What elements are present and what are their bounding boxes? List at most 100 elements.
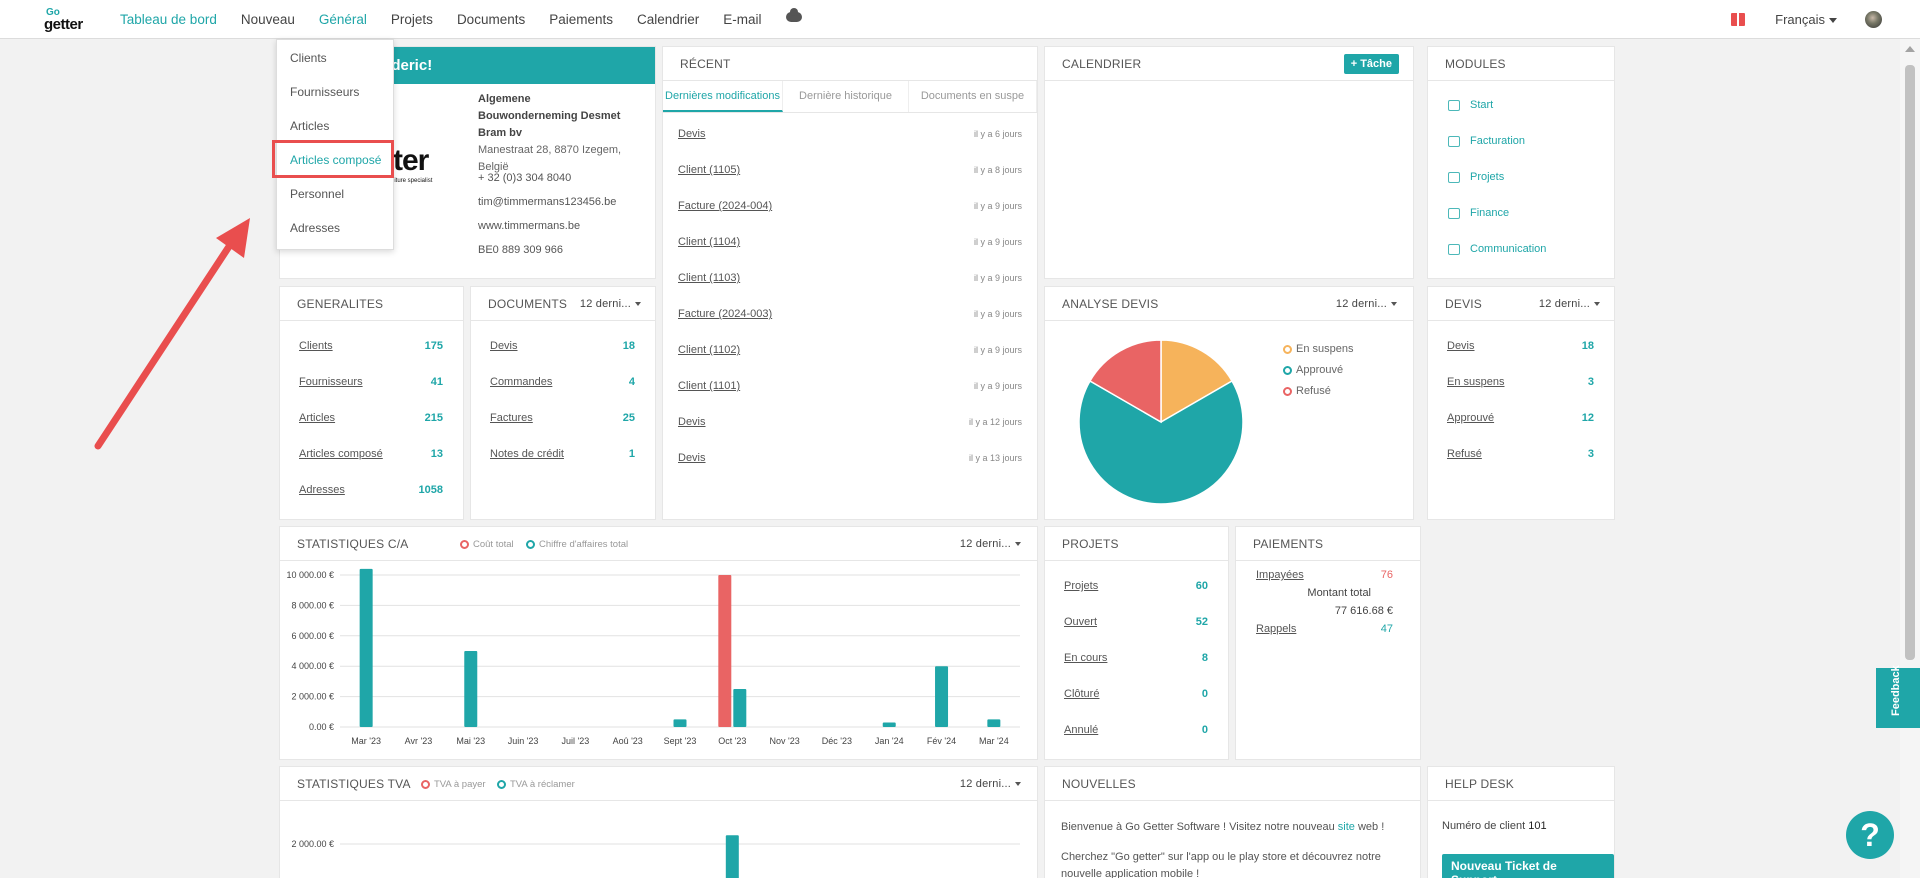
stat-label[interactable]: Annulé xyxy=(1064,724,1099,736)
stat-row[interactable]: Impayées 76 xyxy=(1256,569,1393,583)
stat-label[interactable]: Factures xyxy=(490,412,533,424)
stat-row[interactable]: Notes de crédit 1 xyxy=(490,448,635,462)
period-dropdown[interactable]: 12 derni... xyxy=(1336,298,1397,310)
site-link[interactable]: site xyxy=(1337,821,1355,833)
stat-row[interactable]: En cours 8 xyxy=(1064,652,1208,666)
stat-label[interactable]: Approuvé xyxy=(1447,412,1495,424)
recent-item[interactable]: Devis il y a 6 jours xyxy=(678,128,1022,142)
stat-label[interactable]: Ouvert xyxy=(1064,616,1098,628)
stat-row[interactable]: Fournisseurs 41 xyxy=(299,376,443,390)
language-selector[interactable]: Français xyxy=(1775,12,1837,27)
scrollbar-thumb[interactable] xyxy=(1905,65,1915,660)
period-dropdown[interactable]: 12 derni... xyxy=(960,538,1021,550)
dropdown-item-clients[interactable]: Clients xyxy=(290,51,327,65)
legend-item[interactable]: TVA à payer xyxy=(421,779,486,790)
stat-label[interactable]: Notes de crédit xyxy=(490,448,564,460)
dropdown-item-articles-compose[interactable]: Articles composé xyxy=(290,153,382,167)
recent-item-link[interactable]: Facture (2024-003) xyxy=(678,308,773,320)
recent-item-link[interactable]: Client (1102) xyxy=(678,344,741,356)
tab-derniere-historique[interactable]: Dernière historique xyxy=(783,81,909,112)
recent-item-link[interactable]: Facture (2024-004) xyxy=(678,200,773,212)
dropdown-item-fournisseurs[interactable]: Fournisseurs xyxy=(290,85,360,99)
stat-row[interactable]: Ouvert 52 xyxy=(1064,616,1208,630)
recent-item-link[interactable]: Devis xyxy=(678,416,706,428)
tab-documents-en-suspens[interactable]: Documents en suspe xyxy=(909,81,1037,112)
stat-label[interactable]: Adresses xyxy=(299,484,345,496)
module-start[interactable]: Start xyxy=(1448,97,1493,113)
stat-label[interactable]: Commandes xyxy=(490,376,553,388)
stat-row[interactable]: Commandes 4 xyxy=(490,376,635,390)
cloud-icon[interactable] xyxy=(785,8,802,22)
stat-row[interactable]: Clôturé 0 xyxy=(1064,688,1208,702)
page-scrollbar[interactable] xyxy=(1900,39,1920,878)
nav-general[interactable]: Général xyxy=(318,11,367,27)
recent-item[interactable]: Facture (2024-003) il y a 9 jours xyxy=(678,308,1022,322)
stat-row[interactable]: Devis 18 xyxy=(490,340,635,354)
feedback-tab[interactable]: Feedback xyxy=(1876,665,1920,728)
recent-item-link[interactable]: Client (1104) xyxy=(678,236,741,248)
new-support-ticket-button[interactable]: Nouveau Ticket de Support xyxy=(1442,854,1614,878)
dropdown-item-articles[interactable]: Articles xyxy=(290,119,330,133)
stat-label[interactable]: En suspens xyxy=(1447,376,1505,388)
dropdown-item-personnel[interactable]: Personnel xyxy=(290,187,345,201)
stat-label[interactable]: Fournisseurs xyxy=(299,376,363,388)
recent-item[interactable]: Client (1104) il y a 9 jours xyxy=(678,236,1022,250)
legend-item[interactable]: TVA à réclamer xyxy=(497,779,575,790)
nav-nouveau[interactable]: Nouveau xyxy=(240,11,295,27)
stat-row[interactable]: Annulé 0 xyxy=(1064,724,1208,738)
rappels-link[interactable]: Rappels xyxy=(1256,623,1297,635)
module-projets[interactable]: Projets xyxy=(1448,169,1504,185)
stat-label[interactable]: Refusé xyxy=(1447,448,1482,460)
stat-label[interactable]: Articles composé xyxy=(299,448,383,460)
gogetter-logo[interactable]: Go getter xyxy=(42,5,102,33)
stat-label[interactable]: Devis xyxy=(490,340,518,352)
stat-label[interactable]: Articles xyxy=(299,412,336,424)
recent-item[interactable]: Client (1102) il y a 9 jours xyxy=(678,344,1022,358)
nav-projets[interactable]: Projets xyxy=(390,11,433,27)
module-facturation[interactable]: Facturation xyxy=(1448,133,1525,149)
recent-item[interactable]: Client (1101) il y a 9 jours xyxy=(678,380,1022,394)
period-dropdown[interactable]: 12 derni... xyxy=(580,298,641,310)
stat-row[interactable]: Approuvé 12 xyxy=(1447,412,1594,426)
recent-item[interactable]: Client (1105) il y a 8 jours xyxy=(678,164,1022,178)
nav-calendrier[interactable]: Calendrier xyxy=(637,11,700,27)
recent-item-link[interactable]: Devis xyxy=(678,128,706,140)
stat-row[interactable]: Articles composé 13 xyxy=(299,448,443,462)
legend-item[interactable]: Chiffre d'affaires total xyxy=(526,539,628,550)
module-finance[interactable]: Finance xyxy=(1448,205,1509,221)
nav-tableau-de-bord[interactable]: Tableau de bord xyxy=(120,11,217,27)
period-dropdown[interactable]: 12 derni... xyxy=(1539,298,1600,310)
recent-item-link[interactable]: Client (1105) xyxy=(678,164,741,176)
recent-item-link[interactable]: Devis xyxy=(678,452,706,464)
stat-row[interactable]: Devis 18 xyxy=(1447,340,1594,354)
stat-row[interactable]: Factures 25 xyxy=(490,412,635,426)
stat-row[interactable]: Rappels 47 xyxy=(1256,623,1393,637)
recent-item-link[interactable]: Client (1101) xyxy=(678,380,741,392)
nav-email[interactable]: E-mail xyxy=(723,11,762,27)
stat-row[interactable]: Projets 60 xyxy=(1064,580,1208,594)
stat-row[interactable]: Clients 175 xyxy=(299,340,443,354)
legend-item[interactable]: Coût total xyxy=(460,539,514,550)
module-communication[interactable]: Communication xyxy=(1448,241,1546,257)
impayees-link[interactable]: Impayées xyxy=(1256,569,1304,581)
help-button[interactable]: ? xyxy=(1846,811,1894,859)
stat-row[interactable]: En suspens 3 xyxy=(1447,376,1594,390)
gift-icon[interactable] xyxy=(1731,13,1746,26)
recent-item[interactable]: Devis il y a 13 jours xyxy=(678,452,1022,466)
stat-label[interactable]: Clients xyxy=(299,340,333,352)
stat-label[interactable]: Devis xyxy=(1447,340,1475,352)
stat-row[interactable]: Refusé 3 xyxy=(1447,448,1594,462)
dropdown-item-adresses[interactable]: Adresses xyxy=(290,221,341,235)
stat-label[interactable]: En cours xyxy=(1064,652,1108,664)
scroll-up-arrow-icon[interactable] xyxy=(1905,46,1915,52)
recent-item[interactable]: Facture (2024-004) il y a 9 jours xyxy=(678,200,1022,214)
period-dropdown[interactable]: 12 derni... xyxy=(960,778,1021,790)
recent-item-link[interactable]: Client (1103) xyxy=(678,272,741,284)
stat-label[interactable]: Clôturé xyxy=(1064,688,1100,700)
stat-row[interactable]: Adresses 1058 xyxy=(299,484,443,498)
stat-label[interactable]: Projets xyxy=(1064,580,1099,592)
recent-item[interactable]: Devis il y a 12 jours xyxy=(678,416,1022,430)
recent-item[interactable]: Client (1103) il y a 9 jours xyxy=(678,272,1022,286)
nav-paiements[interactable]: Paiements xyxy=(549,11,614,27)
add-task-button[interactable]: + Tâche xyxy=(1343,54,1399,74)
